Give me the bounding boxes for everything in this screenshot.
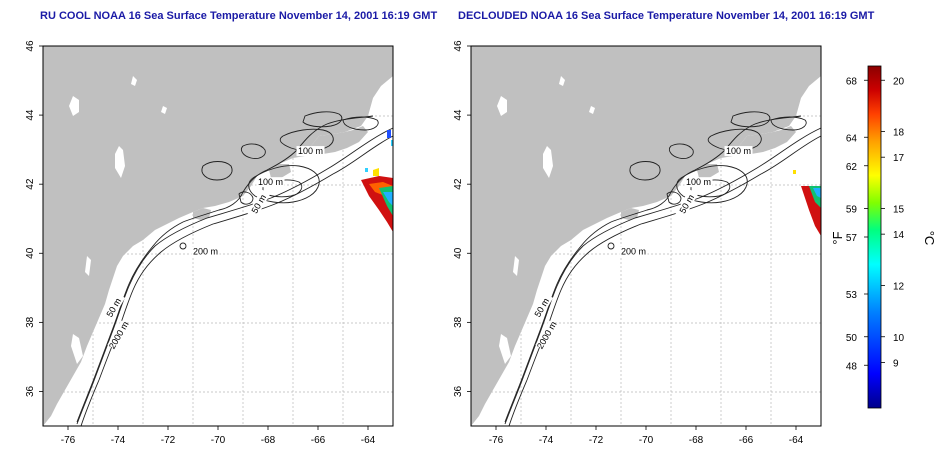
right-lon-tick-label: -76 <box>489 435 504 446</box>
right-lat-tick-label: 38 <box>453 316 464 328</box>
left-lon-tick-label: -64 <box>361 435 376 446</box>
colorbar-f-tick-label: 53 <box>846 290 858 301</box>
left-lat-tick-label: 42 <box>25 178 36 190</box>
right-lat-tick-label: 40 <box>453 247 464 259</box>
left-lon-tick-label: -72 <box>161 435 176 446</box>
colorbar-gradient <box>867 65 882 409</box>
colorbar-f-tick-label: 64 <box>846 133 858 144</box>
colorbar-fahrenheit-label: °F <box>830 231 845 244</box>
colorbar-c-tick-label: 15 <box>893 205 905 216</box>
right-contour-label: 200 m <box>621 246 646 256</box>
colorbar-celsius-label: °C <box>922 231 937 246</box>
left-lon-tick-label: -68 <box>261 435 276 446</box>
left-lat-tick-label: 36 <box>25 385 36 397</box>
left-map-panel <box>42 45 394 427</box>
left-contour-label: 200 m <box>193 246 218 256</box>
right-lat-tick-label: 36 <box>453 385 464 397</box>
left-lat-tick-label: 44 <box>25 109 36 121</box>
right-panel-title: DECLOUDED NOAA 16 Sea Surface Temperatur… <box>458 10 875 22</box>
right-lon-tick-label: -64 <box>789 435 804 446</box>
colorbar-c-tick-label: 18 <box>893 128 905 139</box>
left-contour-label: 100 m <box>258 177 283 187</box>
right-lat-tick-label: 44 <box>453 109 464 121</box>
colorbar-c-tick-label: 12 <box>893 281 905 292</box>
left-panel-title: RU COOL NOAA 16 Sea Surface Temperature … <box>40 10 438 22</box>
right-sst-patch <box>793 170 821 236</box>
colorbar: 68 20 64 18 62 17 59 15 57 14 53 12 50 10 48 9 °F °C <box>830 65 937 409</box>
right-map-panel <box>470 45 822 427</box>
colorbar-c-tick-label: 20 <box>893 76 905 87</box>
right-lon-tick-label: -68 <box>689 435 704 446</box>
right-lon-tick-label: -74 <box>539 435 554 446</box>
left-lat-tick-label: 40 <box>25 247 36 259</box>
right-lon-tick-label: -70 <box>639 435 654 446</box>
colorbar-f-tick-label: 50 <box>846 333 858 344</box>
left-lat-tick-label: 46 <box>25 40 36 52</box>
colorbar-c-tick-label: 10 <box>893 333 905 344</box>
colorbar-f-tick-label: 59 <box>846 205 858 216</box>
colorbar-c-tick-label: 17 <box>893 153 905 164</box>
colorbar-c-tick-label: 9 <box>893 358 899 369</box>
right-lat-tick-label: 46 <box>453 40 464 52</box>
colorbar-f-tick-label: 68 <box>846 76 858 87</box>
left-contour-label: 100 m <box>298 146 323 156</box>
colorbar-f-tick-label: 62 <box>846 162 858 173</box>
left-lon-tick-label: -70 <box>211 435 226 446</box>
colorbar-c-tick-label: 14 <box>893 230 905 241</box>
left-lon-tick-label: -76 <box>61 435 76 446</box>
left-lon-tick-label: -66 <box>311 435 326 446</box>
right-contour-label: 100 m <box>686 177 711 187</box>
right-lon-tick-label: -66 <box>739 435 754 446</box>
left-sst-patch <box>361 130 393 232</box>
right-contour-label: 100 m <box>726 146 751 156</box>
left-lon-tick-label: -74 <box>111 435 126 446</box>
right-lat-tick-label: 42 <box>453 178 464 190</box>
left-lat-tick-label: 38 <box>25 316 36 328</box>
colorbar-f-tick-label: 57 <box>846 233 858 244</box>
right-lon-tick-label: -72 <box>589 435 604 446</box>
colorbar-f-tick-label: 48 <box>846 361 858 372</box>
